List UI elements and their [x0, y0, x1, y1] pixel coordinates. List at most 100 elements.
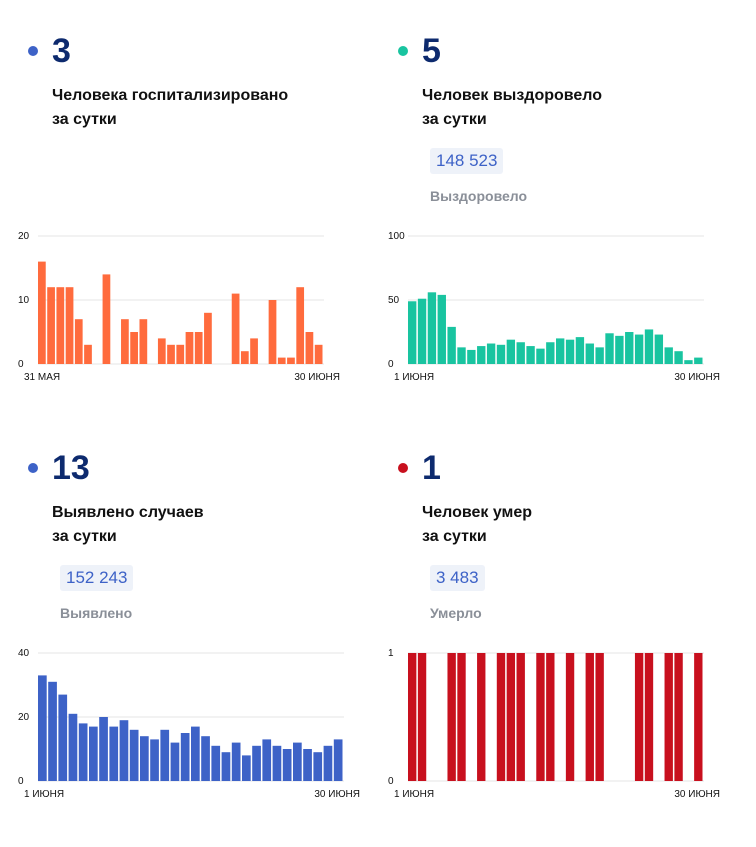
y-tick-label: 100: [388, 231, 405, 242]
bar: [191, 726, 200, 781]
bar: [221, 752, 231, 781]
bar: [139, 319, 148, 364]
y-tick-label: 0: [388, 359, 394, 370]
bar: [585, 653, 594, 781]
bar: [447, 653, 456, 781]
bar: [211, 745, 221, 781]
bar: [277, 357, 286, 364]
bar: [194, 332, 203, 364]
bar: [634, 653, 644, 781]
y-tick-label: 0: [18, 359, 24, 370]
recovered-chart: 0 50 100 1 ИЮНЯ 30 ИЮНЯ: [388, 231, 720, 383]
bar: [546, 653, 555, 781]
y-tick-label: 1: [388, 648, 394, 659]
bar: [314, 344, 323, 364]
bar: [150, 739, 159, 781]
bar: [447, 326, 456, 364]
bar: [293, 742, 302, 781]
bar: [296, 287, 305, 364]
bar: [625, 332, 634, 364]
bar: [140, 736, 149, 781]
hospitalized-panel: 3 Человека госпитализировано за сутки 0 1…: [18, 30, 368, 430]
bar: [585, 343, 594, 364]
deaths-chart: 0 1 1 ИЮНЯ 30 ИЮНЯ: [388, 648, 720, 800]
y-tick-label: 20: [18, 231, 30, 242]
hospitalized-label-line1: Человека госпитализировано: [52, 87, 289, 104]
bar: [201, 736, 210, 781]
bar: [516, 653, 525, 781]
hospitalized-number: 3: [52, 32, 71, 70]
bar: [605, 333, 614, 364]
hospitalized-dot: [28, 46, 38, 56]
bar: [204, 312, 212, 364]
bar: [160, 729, 170, 781]
bar: [250, 338, 258, 364]
deaths-label-line1: Человек умер: [422, 504, 533, 521]
bar: [323, 745, 333, 781]
bar: [240, 351, 249, 364]
bar: [457, 347, 466, 364]
bar: [68, 713, 78, 781]
x-start-label: 1 ИЮНЯ: [394, 372, 434, 383]
bar: [457, 653, 466, 781]
bar: [56, 287, 65, 364]
bar: [565, 653, 575, 781]
bar: [129, 729, 139, 781]
bar: [467, 349, 476, 364]
y-tick-label: 0: [18, 776, 24, 787]
bar: [242, 755, 251, 781]
bar: [477, 653, 486, 781]
recovered-dot: [398, 46, 408, 56]
bar: [305, 332, 314, 364]
x-end-label: 30 ИЮНЯ: [674, 789, 720, 800]
bar: [74, 319, 83, 364]
recovered-label-line1: Человек выздоровело: [422, 87, 603, 104]
x-start-label: 1 ИЮНЯ: [24, 789, 64, 800]
bar: [595, 653, 604, 781]
bar: [427, 292, 437, 364]
bar: [303, 749, 312, 781]
deaths-total-label: Умерло: [430, 605, 482, 621]
bar: [674, 653, 683, 781]
bar: [119, 720, 129, 781]
bar: [595, 347, 604, 364]
bar: [268, 300, 277, 364]
bar: [408, 653, 417, 781]
deaths-number: 1: [422, 449, 441, 487]
bar: [231, 742, 241, 781]
cases-chart: 0 20 40 1 ИЮНЯ 30 ИЮНЯ: [18, 648, 360, 800]
bar: [437, 294, 446, 364]
bar: [565, 339, 575, 364]
bar: [185, 332, 194, 364]
x-start-label: 1 ИЮНЯ: [394, 789, 434, 800]
bar: [313, 752, 323, 781]
y-tick-label: 50: [388, 295, 400, 306]
deaths-label-line2: за сутки: [422, 528, 487, 545]
bar: [282, 749, 292, 781]
bar: [109, 726, 119, 781]
bar: [536, 653, 545, 781]
bar: [65, 287, 74, 364]
cases-total-label: Выявлено: [60, 605, 133, 621]
bar: [121, 319, 129, 364]
cases-dot: [28, 463, 38, 473]
hospitalized-label-line2: за сутки: [52, 111, 117, 128]
bar: [408, 301, 417, 364]
bar: [486, 343, 496, 364]
bar: [644, 329, 654, 364]
bar: [634, 334, 644, 364]
bar: [516, 342, 525, 364]
bar: [170, 742, 180, 781]
bar: [58, 694, 68, 781]
cases-label: Выявлено случаев за сутки: [52, 501, 204, 549]
bar: [477, 346, 486, 364]
bar: [157, 338, 166, 364]
deaths-label: Человек умер за сутки: [422, 501, 532, 549]
bar: [99, 717, 108, 781]
y-tick-label: 10: [18, 295, 30, 306]
bar: [130, 332, 138, 364]
cases-number: 13: [52, 449, 90, 487]
bar: [664, 347, 673, 364]
bar: [167, 344, 175, 364]
bar: [694, 357, 703, 364]
